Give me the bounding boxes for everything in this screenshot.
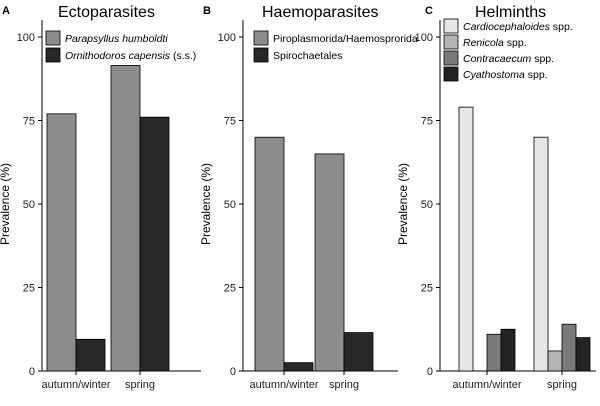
legend-swatch [443,34,459,50]
panel-title: Helminths [475,4,546,21]
y-tick-label: 0 [427,366,433,378]
legend-swatch [253,47,269,63]
legend-label: Parapsyllus humboldti [65,33,168,45]
y-axis-title: Prevalence (%) [199,163,213,245]
bar [500,328,516,372]
y-tick-label: 25 [421,283,433,295]
bar [533,136,549,372]
y-tick-label: 50 [224,199,236,211]
legend-swatch [443,50,459,66]
y-axis-title: Prevalence (%) [0,163,12,245]
legend-swatch [443,18,459,34]
bar [486,333,502,372]
y-axis-title: Prevalence (%) [396,163,410,245]
panel-letter: C [425,5,433,17]
y-tick-label: 75 [224,116,236,128]
y-tick-label: 25 [224,283,236,295]
legend-label: Contracaecum spp. [463,53,554,65]
legend-label: Spirochaetales [273,50,342,62]
legend-label: Cyathostoma spp. [463,69,548,81]
bar [75,338,106,372]
y-tick-label: 25 [23,283,35,295]
panel-b: B Haemoparasites 0 25 50 75 100 Prevalence (%) a… [199,4,418,391]
x-tick-label: autumn/winter [41,379,110,391]
x-tick-label: autumn/winter [249,379,318,391]
bar [561,323,577,372]
legend: Parapsyllus humboldti Ornithodoros capens… [45,30,196,63]
legend-swatch [45,47,61,63]
x-tick-label: spring [329,379,359,391]
y-tick-label: 0 [29,366,35,378]
panel-letter: A [2,5,10,17]
x-tick-label: spring [125,379,155,391]
x-tick-label: autumn/winter [452,379,521,391]
bar [547,350,563,372]
bar [283,362,314,372]
legend-swatch [443,66,459,82]
bar [458,106,474,372]
panel-title: Ectoparasites [58,4,155,21]
legend-label: Ornithodoros capensis (s.s.) [65,50,196,62]
bar [314,153,345,372]
y-tick-label: 50 [421,199,433,211]
y-tick-label: 75 [23,116,35,128]
y-tick-label: 100 [415,32,433,44]
y-tick-label: 75 [421,116,433,128]
legend-swatch [253,30,269,46]
panel-letter: B [203,5,211,17]
legend-label: Renicola spp. [463,37,527,49]
legend: Cardiocephaloides spp. Renicola spp. Contr… [443,18,573,82]
panel-a: A Ectoparasites 0 25 50 75 100 Prevalence (%) au… [0,4,201,391]
y-tick-label: 100 [17,32,35,44]
panel-c: C Helminths 0 25 50 75 100 Prevalence (%) autumn… [396,4,596,391]
bar [254,136,285,372]
y-tick-label: 100 [218,32,236,44]
x-tick-label: spring [547,379,577,391]
legend-label: Piroplasmorida/Haemosprorida [273,33,418,45]
bar [575,337,591,372]
bar [110,64,141,372]
legend: Piroplasmorida/Haemosprorida Spirochaetal… [253,30,418,63]
legend-swatch [45,30,61,46]
panel-title: Haemoparasites [262,4,379,21]
bar [139,116,170,372]
bar [46,113,77,372]
bar [343,332,374,372]
legend-label: Cardiocephaloides spp. [463,21,573,33]
y-tick-label: 0 [230,366,236,378]
y-tick-label: 50 [23,199,35,211]
